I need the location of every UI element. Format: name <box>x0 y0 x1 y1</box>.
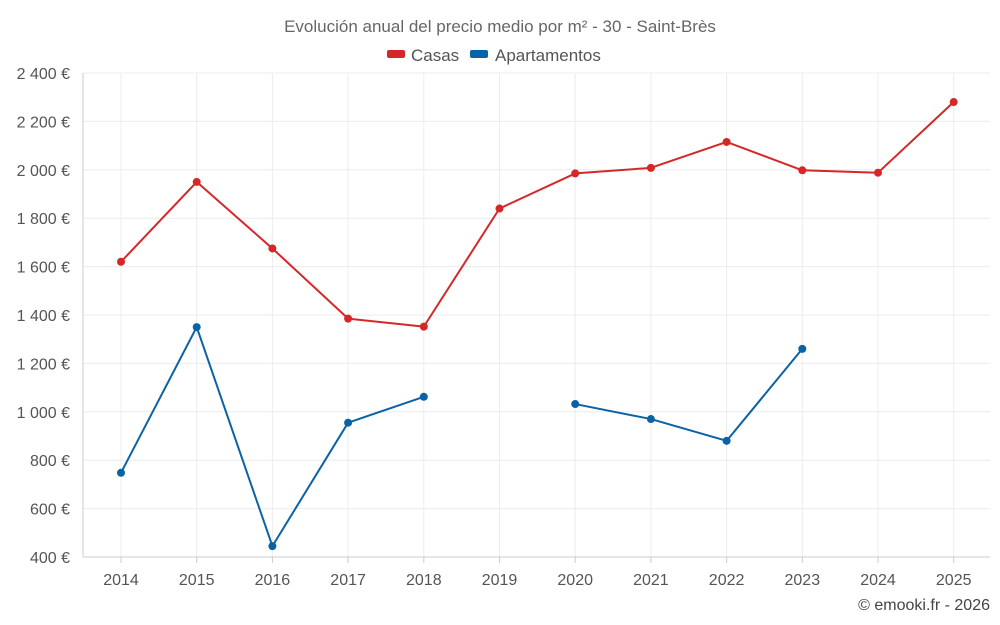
data-point-casas[interactable] <box>798 166 807 175</box>
grid <box>83 72 990 558</box>
x-tick-label: 2014 <box>103 572 139 589</box>
series-line-casas <box>120 101 955 328</box>
y-tick-label: 1 600 € <box>17 260 70 277</box>
data-point-casas[interactable] <box>344 314 353 323</box>
x-tick-label: 2022 <box>709 572 745 589</box>
x-tick-label: 2016 <box>255 572 291 589</box>
data-point-casas[interactable] <box>192 177 201 186</box>
y-tick-label: 400 € <box>30 550 70 567</box>
data-point-apartamentos[interactable] <box>571 400 580 409</box>
x-tick-label: 2018 <box>406 572 442 589</box>
series-apartamentos <box>117 323 807 551</box>
x-tick-label: 2025 <box>936 572 972 589</box>
x-tick-label: 2015 <box>179 572 215 589</box>
y-tick-label: 1 000 € <box>17 405 70 422</box>
legend-swatch-casas <box>387 50 405 58</box>
legend-item-casas[interactable]: Casas <box>387 46 459 65</box>
data-point-apartamentos[interactable] <box>646 415 655 424</box>
data-point-casas[interactable] <box>495 204 504 213</box>
x-tick-label: 2019 <box>482 572 518 589</box>
x-tick-label: 2017 <box>330 572 366 589</box>
series-casas <box>117 98 958 331</box>
legend: Casas Apartamentos <box>387 46 601 65</box>
series-line-apartamentos <box>575 348 804 442</box>
chart-title: Evolución anual del precio medio por m² … <box>284 17 716 36</box>
legend-item-apartamentos[interactable]: Apartamentos <box>470 46 601 65</box>
y-tick-label: 1 200 € <box>17 356 70 373</box>
data-point-casas[interactable] <box>722 137 731 146</box>
y-tick-label: 600 € <box>30 502 70 519</box>
y-tick-label: 2 200 € <box>17 114 70 131</box>
data-point-apartamentos[interactable] <box>722 436 731 445</box>
data-point-casas[interactable] <box>268 244 277 253</box>
y-tick-label: 2 000 € <box>17 163 70 180</box>
data-point-apartamentos[interactable] <box>344 418 353 427</box>
legend-swatch-apartamentos <box>470 50 488 58</box>
x-tick-label: 2023 <box>785 572 821 589</box>
data-point-casas[interactable] <box>419 322 428 331</box>
y-tick-label: 2 400 € <box>17 66 70 83</box>
data-point-apartamentos[interactable] <box>268 542 277 551</box>
x-tick-label: 2021 <box>633 572 669 589</box>
x-tick-label: 2024 <box>860 572 896 589</box>
y-tick-label: 1 800 € <box>17 211 70 228</box>
series <box>117 98 958 551</box>
x-tick-label: 2020 <box>557 572 593 589</box>
data-point-casas[interactable] <box>949 98 958 107</box>
legend-label-apartamentos: Apartamentos <box>495 46 601 65</box>
data-point-apartamentos[interactable] <box>419 392 428 401</box>
data-point-casas[interactable] <box>646 163 655 172</box>
data-point-apartamentos[interactable] <box>798 344 807 353</box>
y-tick-label: 800 € <box>30 453 70 470</box>
y-tick-label: 1 400 € <box>17 308 70 325</box>
data-point-casas[interactable] <box>117 257 125 266</box>
data-point-casas[interactable] <box>571 169 580 178</box>
data-point-casas[interactable] <box>874 168 882 177</box>
axes: 400 € 600 € 800 € 1 000 € 1 200 € 1 400 € 1 60… <box>17 66 990 589</box>
credit-text: © emooki.fr - 2026 <box>858 597 990 614</box>
legend-label-casas: Casas <box>411 46 459 65</box>
data-point-apartamentos[interactable] <box>192 323 201 332</box>
data-point-apartamentos[interactable] <box>117 468 125 477</box>
